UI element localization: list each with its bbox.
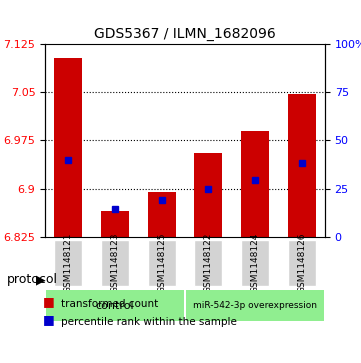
Bar bbox=[194, 152, 222, 237]
Text: protocol: protocol bbox=[7, 273, 58, 286]
Bar bbox=[241, 131, 269, 237]
Text: transformed count: transformed count bbox=[61, 299, 158, 309]
Title: GDS5367 / ILMN_1682096: GDS5367 / ILMN_1682096 bbox=[94, 27, 276, 41]
FancyBboxPatch shape bbox=[101, 240, 129, 286]
Text: control: control bbox=[96, 301, 134, 311]
FancyBboxPatch shape bbox=[194, 240, 222, 286]
Bar bbox=[55, 58, 82, 237]
FancyBboxPatch shape bbox=[288, 240, 316, 286]
Bar bbox=[148, 192, 176, 237]
Text: GSM1148126: GSM1148126 bbox=[297, 233, 306, 293]
FancyBboxPatch shape bbox=[46, 290, 184, 321]
Text: GSM1148125: GSM1148125 bbox=[157, 233, 166, 293]
FancyBboxPatch shape bbox=[186, 290, 324, 321]
Text: percentile rank within the sample: percentile rank within the sample bbox=[61, 317, 237, 327]
Bar bbox=[101, 211, 129, 237]
FancyBboxPatch shape bbox=[55, 240, 82, 286]
Text: GSM1148124: GSM1148124 bbox=[251, 233, 260, 293]
FancyBboxPatch shape bbox=[148, 240, 176, 286]
Text: miR-542-3p overexpression: miR-542-3p overexpression bbox=[193, 301, 317, 310]
Text: GSM1148122: GSM1148122 bbox=[204, 233, 213, 293]
Bar bbox=[288, 94, 316, 237]
Text: ■: ■ bbox=[43, 295, 55, 308]
FancyBboxPatch shape bbox=[241, 240, 269, 286]
Text: ■: ■ bbox=[43, 313, 55, 326]
Text: GSM1148123: GSM1148123 bbox=[110, 233, 119, 293]
Text: GSM1148121: GSM1148121 bbox=[64, 233, 73, 293]
Text: ▶: ▶ bbox=[36, 273, 46, 286]
